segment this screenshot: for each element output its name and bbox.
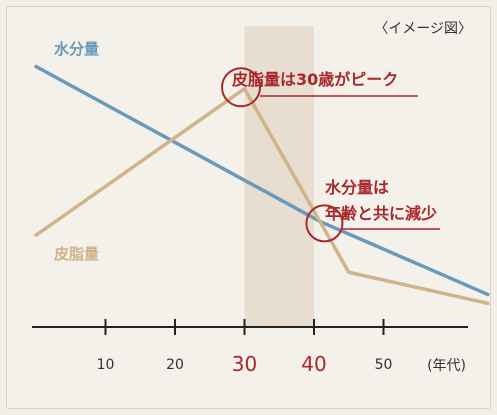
series-label-0: 水分量: [54, 40, 99, 58]
annotation-text-0-0: 皮脂量は30歳がピーク: [231, 70, 398, 89]
chart-note: 〈イメージ図〉: [374, 21, 472, 37]
x-tick-label-4: 50: [375, 357, 393, 373]
x-axis-label: (年代): [427, 358, 466, 374]
annotation-circle-1: [305, 204, 344, 243]
annotation-text-1-1: 年齢と共に減少: [325, 204, 437, 223]
series-label-1: 皮脂量: [54, 245, 99, 263]
x-tick-label-3: 40: [301, 352, 326, 376]
x-tick-label-2: 30: [232, 352, 257, 376]
annotation-text-1-0: 水分量は: [325, 178, 389, 197]
series-line-1: [34, 86, 490, 306]
x-tick-label-0: 10: [97, 357, 115, 373]
annotation-circle-0: [221, 67, 262, 108]
x-tick-label-1: 20: [166, 357, 184, 373]
